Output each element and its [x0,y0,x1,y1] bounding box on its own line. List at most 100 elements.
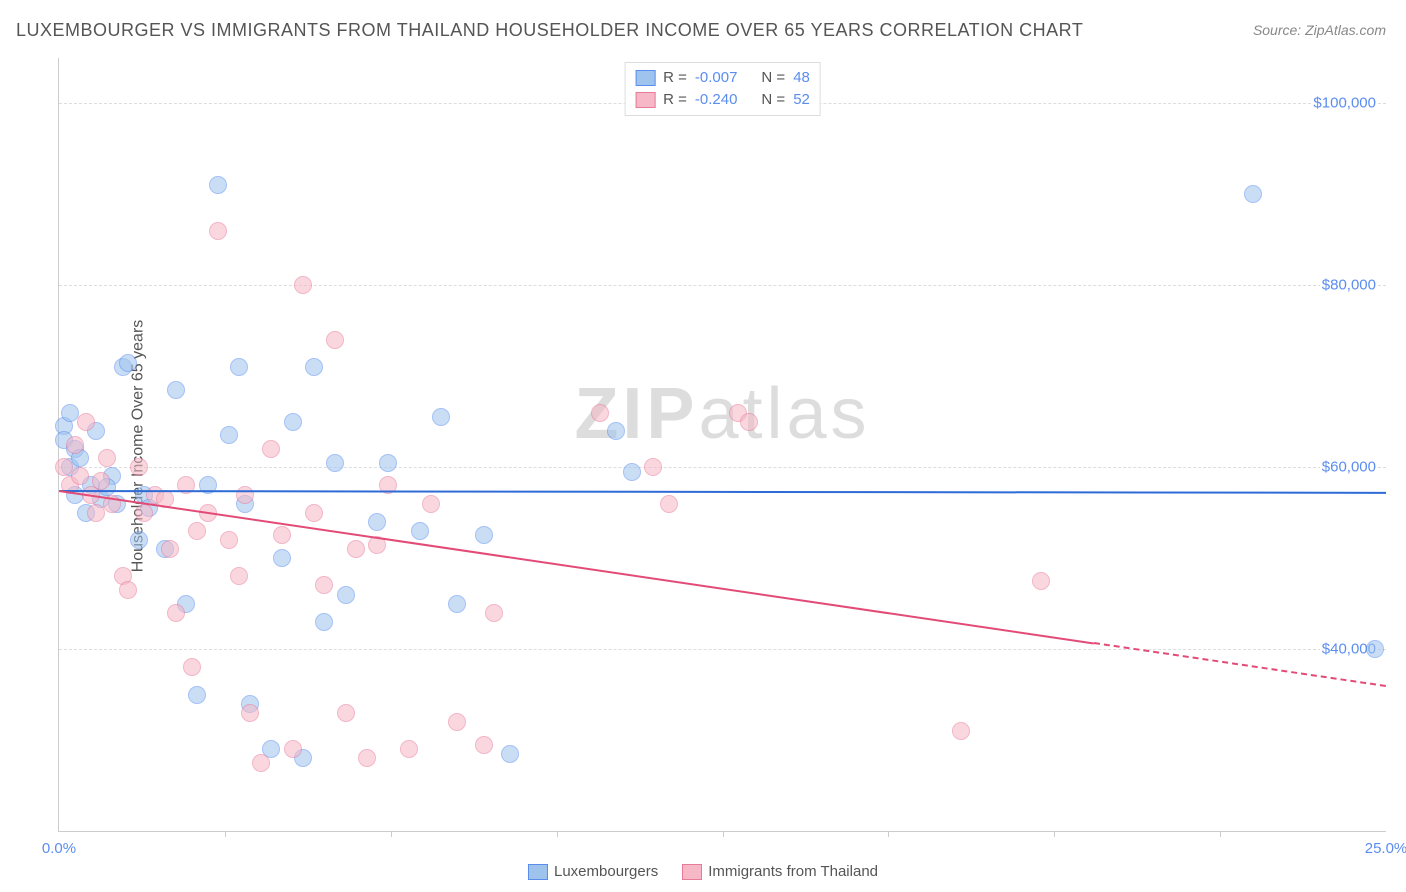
data-point [230,358,248,376]
data-point [119,354,137,372]
legend-swatch-1b [528,864,548,880]
data-point [660,495,678,513]
gridline [59,467,1386,468]
data-point [209,176,227,194]
legend-r-value-2: -0.240 [695,89,738,111]
data-point [422,495,440,513]
data-point [209,222,227,240]
data-point [1244,185,1262,203]
legend-n-label: N = [761,89,785,111]
data-point [92,472,110,490]
data-point [485,604,503,622]
data-point [644,458,662,476]
data-point [252,754,270,772]
data-point [241,704,259,722]
data-point [501,745,519,763]
gridline [59,285,1386,286]
data-point [273,526,291,544]
data-point [262,440,280,458]
data-point [358,749,376,767]
data-point [130,458,148,476]
legend-item-1: Luxembourgers [528,863,658,880]
x-minor-tick [225,831,226,837]
y-tick-label: $80,000 [1320,277,1378,294]
trend-line [59,490,1094,644]
data-point [475,736,493,754]
data-point [161,540,179,558]
data-point [337,704,355,722]
data-point [623,463,641,481]
data-point [77,413,95,431]
watermark: ZIPatlas [574,373,870,455]
x-tick-label: 0.0% [42,840,76,857]
scatter-plot: ZIPatlas R = -0.007 N = 48 R = -0.240 N … [58,58,1386,832]
gridline [59,649,1386,650]
data-point [607,422,625,440]
data-point [337,586,355,604]
legend-swatch-1 [635,70,655,86]
legend-r-value-1: -0.007 [695,67,738,89]
watermark-light: atlas [698,374,870,454]
data-point [432,408,450,426]
data-point [130,531,148,549]
chart-title: LUXEMBOURGER VS IMMIGRANTS FROM THAILAND… [16,20,1083,41]
x-minor-tick [888,831,889,837]
legend-row-2: R = -0.240 N = 52 [635,89,810,111]
data-point [1032,572,1050,590]
legend-n-value-1: 48 [793,67,810,89]
correlation-legend: R = -0.007 N = 48 R = -0.240 N = 52 [624,62,821,116]
data-point [71,467,89,485]
y-tick-label: $100,000 [1311,95,1378,112]
data-point [183,658,201,676]
data-point [167,381,185,399]
x-minor-tick [723,831,724,837]
data-point [273,549,291,567]
data-point [591,404,609,422]
data-point [188,686,206,704]
legend-swatch-2 [635,92,655,108]
legend-swatch-2b [682,864,702,880]
x-minor-tick [391,831,392,837]
data-point [284,413,302,431]
data-point [411,522,429,540]
data-point [135,504,153,522]
data-point [220,531,238,549]
data-point [188,522,206,540]
data-point [952,722,970,740]
y-tick-label: $60,000 [1320,459,1378,476]
data-point [119,581,137,599]
legend-item-2: Immigrants from Thailand [682,863,878,880]
data-point [315,613,333,631]
data-point [326,331,344,349]
legend-n-value-2: 52 [793,89,810,111]
legend-label-2: Immigrants from Thailand [708,863,878,880]
x-minor-tick [1054,831,1055,837]
data-point [87,504,105,522]
legend-row-1: R = -0.007 N = 48 [635,67,810,89]
source-attribution: Source: ZipAtlas.com [1253,22,1386,38]
x-minor-tick [1220,831,1221,837]
data-point [475,526,493,544]
legend-r-label: R = [663,89,687,111]
data-point [315,576,333,594]
data-point [740,413,758,431]
data-point [326,454,344,472]
data-point [368,513,386,531]
trend-line [59,490,1386,494]
data-point [305,358,323,376]
data-point [347,540,365,558]
data-point [167,604,185,622]
data-point [236,486,254,504]
x-minor-tick [557,831,558,837]
data-point [98,449,116,467]
legend-r-label: R = [663,67,687,89]
data-point [448,595,466,613]
data-point [305,504,323,522]
data-point [230,567,248,585]
x-tick-label: 25.0% [1365,840,1406,857]
data-point [448,713,466,731]
legend-label-1: Luxembourgers [554,863,658,880]
data-point [220,426,238,444]
data-point [400,740,418,758]
data-point [379,454,397,472]
